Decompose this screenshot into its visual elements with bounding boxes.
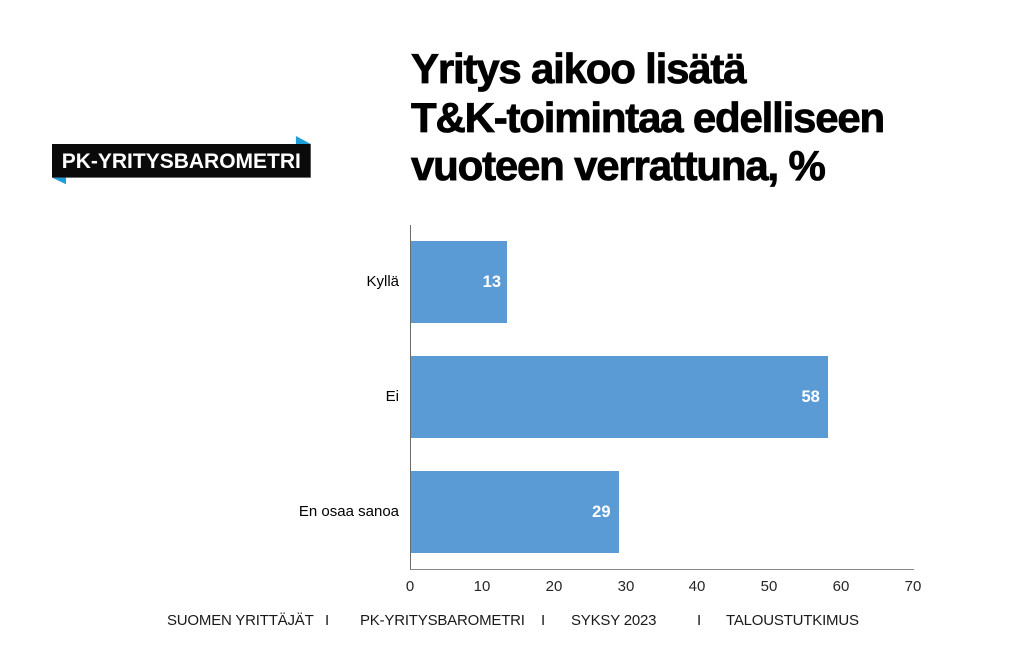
svg-text:PK-YRITYSBAROMETRI: PK-YRITYSBAROMETRI [62,150,301,173]
